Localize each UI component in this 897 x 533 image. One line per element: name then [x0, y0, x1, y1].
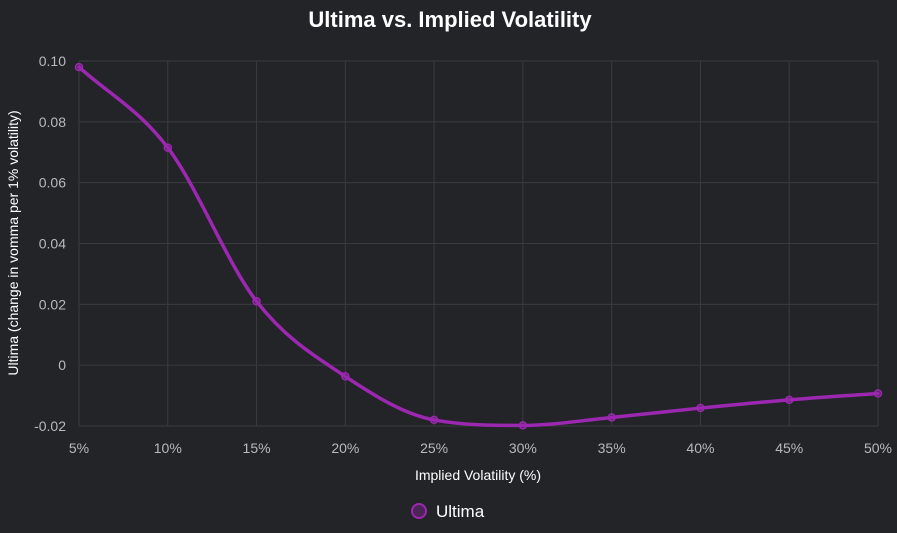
y-tick-label: -0.02 — [34, 418, 66, 434]
data-point[interactable] — [252, 297, 261, 306]
x-tick-label: 50% — [864, 440, 892, 456]
series-layer — [74, 62, 883, 430]
y-tick-label: 0.04 — [39, 236, 66, 252]
x-tick-label: 30% — [509, 440, 537, 456]
x-tick-label: 5% — [69, 440, 89, 456]
x-tick-label: 20% — [331, 440, 359, 456]
data-point[interactable] — [163, 143, 173, 152]
data-point[interactable] — [784, 395, 794, 405]
data-point[interactable] — [873, 389, 883, 398]
x-axis-title: Implied Volatility (%) — [415, 467, 541, 483]
y-tick-label: 0.10 — [39, 53, 66, 69]
data-point[interactable] — [518, 421, 528, 430]
y-axis-ticks: -0.02 0 0.02 0.04 0.06 0.08 0.10 — [34, 53, 66, 434]
x-tick-label: 35% — [598, 440, 626, 456]
y-tick-label: 0.06 — [39, 175, 66, 191]
grid — [78, 60, 879, 427]
x-tick-label: 10% — [154, 440, 182, 456]
data-point[interactable] — [696, 403, 705, 413]
legend-swatch-ultima[interactable] — [411, 503, 427, 519]
legend[interactable]: Ultima — [411, 502, 485, 521]
y-tick-label: 0.02 — [39, 296, 66, 312]
data-point[interactable] — [341, 372, 350, 381]
x-axis-ticks: 5% 10% 15% 20% 25% 30% 35% 40% 45% 50% — [69, 440, 892, 456]
series-line-ultima — [77, 65, 880, 428]
data-point[interactable] — [429, 415, 439, 425]
chart-title: Ultima vs. Implied Volatility — [308, 7, 592, 32]
legend-label-ultima[interactable]: Ultima — [436, 502, 485, 521]
data-point[interactable] — [607, 413, 616, 422]
y-tick-label: 0 — [58, 357, 66, 373]
x-tick-label: 40% — [686, 440, 714, 456]
x-tick-label: 15% — [243, 440, 271, 456]
data-point[interactable] — [74, 62, 84, 72]
x-tick-label: 45% — [775, 440, 803, 456]
y-axis-title: Ultima (change in vomma per 1% volatilit… — [5, 110, 21, 375]
x-tick-label: 25% — [420, 440, 448, 456]
y-tick-label: 0.08 — [39, 114, 66, 130]
